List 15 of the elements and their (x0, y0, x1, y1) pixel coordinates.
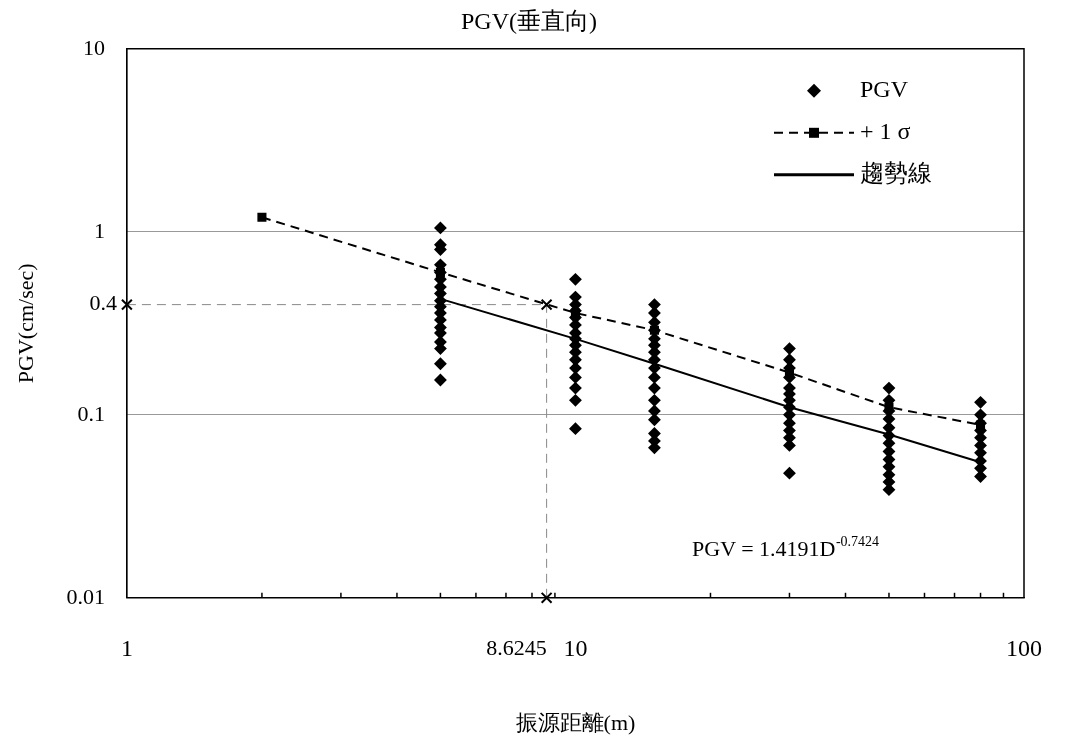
y-tick-label: 10 (82, 34, 105, 60)
y-axis-title: PGV(cm/sec) (12, 263, 38, 384)
x-tick-label: 1 (120, 635, 133, 662)
x-tick-label: 100 (1006, 635, 1042, 662)
x-tick-label: 10 (563, 635, 588, 662)
ref-line-label: 0.4 (89, 290, 117, 316)
y-tick-label: 0.1 (77, 400, 105, 426)
legend-label: PGV (860, 76, 909, 103)
legend-label: 趨勢線 (860, 160, 932, 187)
y-tick-label: 0.01 (66, 583, 105, 609)
x-axis-title: 振源距離(m) (515, 709, 636, 735)
chart-title: PGV(垂直向) (461, 7, 597, 34)
legend-label: + 1 σ (860, 118, 911, 145)
y-tick-label: 1 (93, 217, 105, 243)
ref-line-label: 8.6245 (486, 634, 547, 660)
